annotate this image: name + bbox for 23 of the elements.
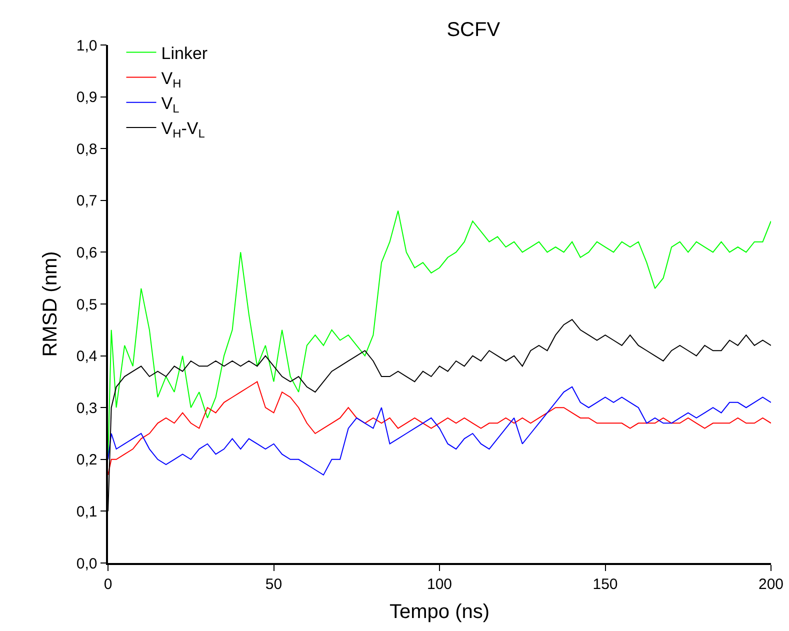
y-tick-label: 0,8 <box>76 140 98 158</box>
x-tick-label: 100 <box>426 576 452 593</box>
y-tick-label: 0,4 <box>76 348 98 366</box>
y-axis-title: RMSD (nm) <box>39 251 62 357</box>
y-tick-label: 0,2 <box>76 452 98 469</box>
y-tick-label: 0,3 <box>76 400 98 417</box>
y-tick-label: 0,7 <box>76 192 98 210</box>
legend-label: Linker <box>161 44 208 63</box>
x-axis-title: Tempo (ns) <box>389 600 490 623</box>
y-tick-label: 0,6 <box>76 244 98 262</box>
legend-label: V$_{L}$ <box>161 94 180 116</box>
x-tick-label: 200 <box>758 576 784 593</box>
legend-label: V$_{H}$-V$_{L}$ <box>161 119 206 141</box>
y-tick-label: 0,9 <box>76 89 98 106</box>
y-tick-label: 0,0 <box>76 555 98 572</box>
x-tick-label: 150 <box>592 576 618 593</box>
y-tick-label: 0,1 <box>76 503 98 520</box>
x-tick-label: 0 <box>104 576 112 593</box>
legend-label: V$_{H}$ <box>161 68 182 90</box>
y-tick-label: 0,5 <box>76 296 98 314</box>
chart-title: SCFV <box>446 19 501 42</box>
y-tick-label: 1,0 <box>76 37 98 54</box>
x-tick-label: 50 <box>265 576 282 593</box>
